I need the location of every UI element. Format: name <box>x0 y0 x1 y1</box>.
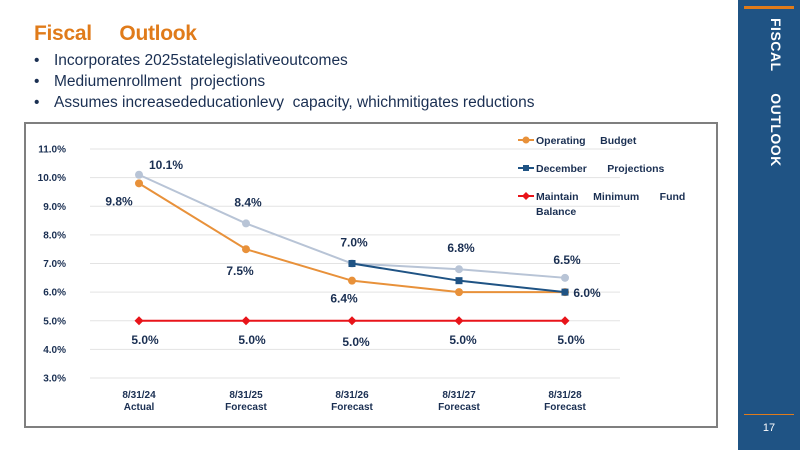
legend-label: Balance <box>536 206 576 218</box>
bullet-list: • Incorporates 2025statelegislativeoutcom… <box>34 50 534 113</box>
data-point <box>134 316 144 326</box>
data-label: 5.0% <box>449 333 477 347</box>
data-point <box>561 273 569 282</box>
sidebar-title: FISCAL OUTLOOK <box>768 18 784 167</box>
data-label: 6.5% <box>553 253 581 267</box>
x-tick-label: Actual <box>124 402 155 413</box>
data-label: 7.5% <box>226 264 254 278</box>
bullet-item: • Mediumenrollment projections <box>34 71 534 92</box>
chart-frame: 3.0% 4.0% 5.0% 6.0% 7.0% 8.0% 9.0% 10.0% 11.0% 8/… <box>24 122 718 428</box>
page-number: 17 <box>762 422 776 434</box>
data-point <box>455 265 463 274</box>
data-point <box>561 288 569 296</box>
x-tick-label: 8/31/28 <box>548 390 582 401</box>
sidebar: FISCAL OUTLOOK 17 <box>738 0 800 450</box>
data-point <box>242 219 250 228</box>
x-tick-label: Forecast <box>331 402 373 413</box>
data-label: 5.0% <box>238 333 266 347</box>
legend-marker <box>522 192 530 200</box>
x-tick-label: 8/31/24 <box>122 390 156 401</box>
data-label: 6.0% <box>573 286 601 300</box>
legend-marker <box>522 136 530 144</box>
data-point <box>241 316 251 326</box>
data-point <box>455 277 463 285</box>
data-label: 5.0% <box>557 333 585 347</box>
line-chart: 3.0% 4.0% 5.0% 6.0% 7.0% 8.0% 9.0% 10.0% 11.0% 8/… <box>38 135 686 413</box>
data-point <box>454 316 464 326</box>
y-tick-label: 8.0% <box>43 230 66 241</box>
data-point <box>560 316 570 326</box>
data-label: 6.4% <box>330 292 358 306</box>
x-tick-label: Forecast <box>544 402 586 413</box>
y-tick-label: 10.0% <box>38 173 66 184</box>
x-tick-label: Forecast <box>438 402 480 413</box>
data-point <box>242 245 250 254</box>
data-point <box>455 288 463 297</box>
bullet-icon: • <box>34 73 40 90</box>
data-label: 6.8% <box>447 241 475 255</box>
bullet-icon: • <box>34 94 40 111</box>
data-label: 7.0% <box>340 236 368 250</box>
legend-label: Operating Budget <box>536 135 637 147</box>
legend-marker <box>523 165 529 171</box>
sidebar-accent-line <box>744 6 794 9</box>
x-tick-label: 8/31/25 <box>229 390 263 401</box>
data-point <box>347 316 357 326</box>
data-point <box>348 276 356 285</box>
data-label: 10.1% <box>149 158 183 172</box>
legend-label: December Projections <box>536 163 665 175</box>
slide-title: Fiscal Outlook <box>34 22 197 45</box>
bullet-text: Incorporates 2025statelegislativeoutcome… <box>54 52 348 69</box>
legend-label: Maintain Minimum Fund <box>536 191 685 203</box>
sidebar-divider <box>744 414 794 415</box>
x-tick-label: Forecast <box>225 402 267 413</box>
bullet-text: Mediumenrollment projections <box>54 73 266 90</box>
y-tick-label: 5.0% <box>43 316 66 327</box>
data-point <box>135 170 143 179</box>
y-tick-label: 9.0% <box>43 202 66 213</box>
x-tick-label: 8/31/26 <box>335 390 369 401</box>
y-tick-label: 3.0% <box>43 374 66 385</box>
bullet-item: • Assumes increasededucationlevy capacity… <box>34 92 534 113</box>
data-label: 5.0% <box>131 333 159 347</box>
y-tick-label: 7.0% <box>43 259 66 270</box>
data-label: 8.4% <box>234 195 262 209</box>
y-tick-label: 11.0% <box>38 145 66 156</box>
y-tick-label: 4.0% <box>43 345 66 356</box>
data-point <box>135 179 143 188</box>
bullet-item: • Incorporates 2025statelegislativeoutcom… <box>34 50 534 71</box>
bullet-icon: • <box>34 52 40 69</box>
y-tick-label: 6.0% <box>43 288 66 299</box>
data-label: 5.0% <box>342 335 370 349</box>
data-point <box>348 260 356 267</box>
bullet-text: Assumes increasededucationlevy capacity,… <box>54 94 535 111</box>
x-tick-label: 8/31/27 <box>442 390 476 401</box>
data-label: 9.8% <box>105 194 133 208</box>
